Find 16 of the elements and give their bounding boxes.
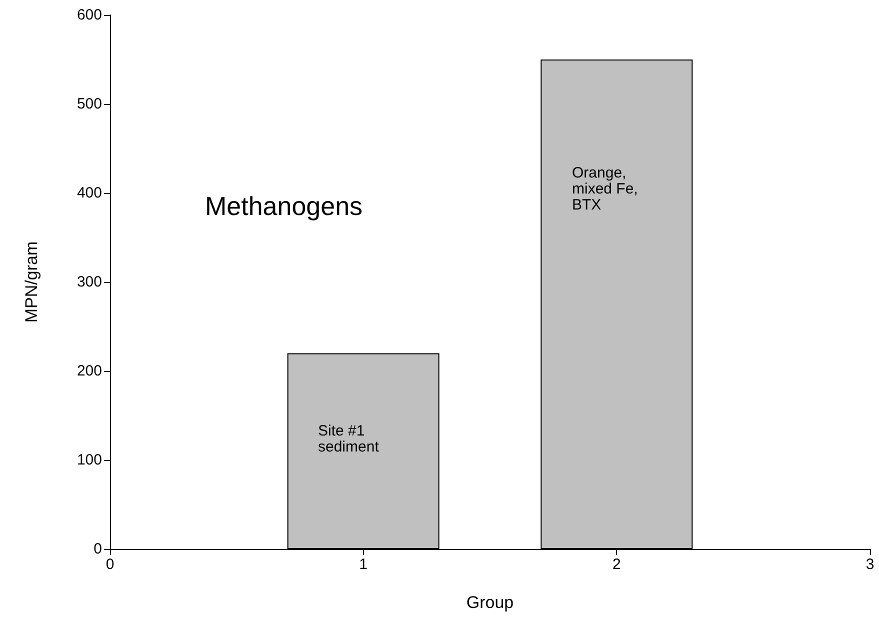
y-tick-label: 400 (76, 184, 102, 202)
x-tick-label: 2 (612, 556, 621, 573)
annotation: Methanogens (205, 191, 363, 221)
y-tick-label: 200 (76, 362, 102, 380)
y-tick-label: 300 (76, 274, 102, 290)
x-tick-label: 0 (106, 556, 114, 573)
annotation: Site #1 sediment (318, 422, 380, 456)
x-tick-label: 3 (866, 556, 874, 573)
y-tick-label: 500 (76, 96, 102, 112)
y-tick-label: 0 (94, 540, 102, 558)
y-axis-title: MPN/gram (22, 241, 41, 323)
x-axis-title: Group (466, 593, 514, 612)
y-tick-label: 100 (76, 452, 102, 468)
annotation: Orange, mixed Fe, BTX (572, 164, 642, 214)
x-tick-label: 1 (359, 556, 368, 573)
y-tick-label: 600 (76, 6, 102, 24)
